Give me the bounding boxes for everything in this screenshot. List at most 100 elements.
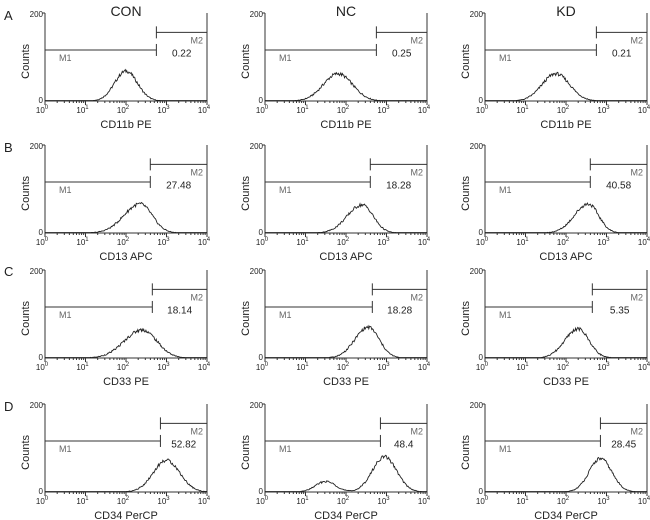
gate-m2-percent: 52.82: [171, 439, 196, 450]
histogram-panel: 200 0 Counts 100 101 102 103 104 M1 M2 27.48 CD13 A…: [20, 142, 211, 263]
gate-m2-label: M2: [410, 426, 423, 436]
row-letter-b: B: [4, 140, 13, 155]
y-tick-label-200: 200: [30, 10, 44, 19]
histogram-panel: 200 0 Counts 100 101 102 103 104 M1 M2 0.25 CD11b P…: [240, 10, 431, 131]
x-axis-marker-label: CD11b PE: [540, 119, 591, 131]
y-tick-label-0: 0: [259, 487, 264, 496]
x-tick-label: 100: [36, 362, 49, 372]
gate-m1-label: M1: [499, 310, 512, 320]
y-tick-label-200: 200: [250, 267, 264, 276]
y-axis-label: Counts: [240, 175, 252, 210]
x-tick-label: 102: [117, 362, 130, 372]
x-tick-label: 100: [256, 237, 269, 247]
gate-m2-label: M2: [190, 167, 203, 177]
y-tick-label-200: 200: [250, 142, 264, 151]
y-axis-label: Counts: [240, 434, 252, 469]
x-tick-label: 100: [476, 496, 489, 506]
column-title-con: CON: [110, 3, 141, 19]
y-axis-label: Counts: [240, 43, 252, 78]
histogram-panel: 200 0 Counts 100 101 102 103 104 M1 M2 18.14 CD33 P…: [20, 267, 211, 388]
y-tick-label-200: 200: [250, 401, 264, 410]
y-axis-label: Counts: [20, 175, 32, 210]
x-tick-label: 100: [36, 496, 49, 506]
gate-m2-label: M2: [410, 167, 423, 177]
histogram-curve: [485, 326, 647, 359]
x-tick-label: 103: [157, 362, 170, 372]
gate-m1-label: M1: [59, 310, 72, 320]
x-tick-label: 103: [597, 496, 610, 506]
histogram-panel: 200 0 Counts 100 101 102 103 104 M1 M25.35 CD33 PE: [460, 267, 650, 388]
y-tick-label-0: 0: [259, 228, 264, 237]
gate-m2-label: M2: [190, 292, 203, 302]
x-tick-label: 101: [76, 105, 89, 115]
y-axis-label: Counts: [460, 434, 472, 469]
y-axis-label: Counts: [460, 43, 472, 78]
gate-m2-percent: 48.4: [394, 439, 414, 450]
x-tick-label: 101: [296, 237, 309, 247]
gate-m1-label: M1: [499, 185, 512, 195]
gate-m2-label: M2: [190, 426, 203, 436]
gate-m1-label: M1: [279, 444, 292, 454]
y-tick-label-200: 200: [470, 10, 484, 19]
histogram-curve: [485, 71, 647, 102]
y-tick-label-0: 0: [39, 228, 44, 237]
y-tick-label-0: 0: [39, 353, 44, 362]
x-tick-label: 104: [638, 105, 650, 115]
x-tick-label: 103: [597, 237, 610, 247]
x-tick-label: 101: [76, 362, 89, 372]
x-tick-label: 103: [157, 496, 170, 506]
histogram-panel: 200 0 Counts 100 101 102 103 104 M1 M2 18.28 CD13 A…: [240, 142, 431, 263]
x-tick-label: 103: [157, 105, 170, 115]
gate-m1-label: M1: [279, 53, 292, 63]
y-tick-label-200: 200: [30, 142, 44, 151]
x-tick-label: 102: [557, 362, 570, 372]
x-axis-marker-label: CD34 PerCP: [314, 510, 378, 520]
x-tick-label: 102: [117, 496, 130, 506]
row-letter-d: D: [4, 399, 13, 414]
x-axis-marker-label: CD11b PE: [320, 119, 371, 131]
gate-m2-percent: 40.58: [606, 180, 631, 191]
x-tick-label: 102: [557, 237, 570, 247]
histogram-panel: 200 0 Counts 100 101 102 103 104 M1 M2 28.45 CD34 P…: [460, 401, 650, 520]
gate-m2-percent: 18.28: [387, 305, 412, 316]
x-tick-label: 100: [256, 362, 269, 372]
gate-m2-label: M2: [630, 35, 643, 45]
gate-m2-label: M2: [630, 426, 643, 436]
histogram-panels: 200 0 Counts 100 101 102 103 104 M1 M2 0.22 CD11b P…: [20, 10, 650, 520]
y-axis-label: Counts: [460, 175, 472, 210]
x-tick-label: 104: [198, 105, 211, 115]
y-tick-label-200: 200: [470, 267, 484, 276]
y-tick-label-0: 0: [259, 96, 264, 105]
y-axis-label: Counts: [20, 300, 32, 335]
y-axis-label: Counts: [20, 43, 32, 78]
y-axis-label: Counts: [460, 300, 472, 335]
gate-m1-label: M1: [279, 310, 292, 320]
x-tick-label: 101: [76, 237, 89, 247]
x-tick-label: 103: [377, 105, 390, 115]
gate-m1-label: M1: [59, 444, 72, 454]
histogram-curve: [45, 68, 207, 102]
y-axis-label: Counts: [240, 300, 252, 335]
x-tick-label: 104: [418, 237, 431, 247]
x-tick-label: 100: [476, 105, 489, 115]
gate-m2-percent: 28.45: [611, 439, 636, 450]
x-tick-label: 102: [337, 496, 350, 506]
x-tick-label: 103: [597, 105, 610, 115]
x-tick-label: 100: [36, 237, 49, 247]
y-tick-label-0: 0: [259, 353, 264, 362]
y-tick-label-200: 200: [250, 10, 264, 19]
x-tick-label: 101: [296, 105, 309, 115]
x-axis-marker-label: CD33 PE: [103, 376, 149, 388]
histogram-curve: [45, 458, 207, 493]
column-title-kd: KD: [556, 3, 575, 19]
x-tick-label: 100: [256, 496, 269, 506]
gate-m1-label: M1: [499, 444, 512, 454]
x-axis-marker-label: CD33 PE: [323, 376, 369, 388]
y-tick-label-200: 200: [470, 142, 484, 151]
histogram-curve: [265, 324, 427, 359]
x-axis-marker-label: CD33 PE: [543, 376, 589, 388]
x-tick-label: 100: [476, 237, 489, 247]
x-axis-marker-label: CD13 APC: [319, 251, 372, 263]
x-tick-label: 101: [516, 362, 529, 372]
